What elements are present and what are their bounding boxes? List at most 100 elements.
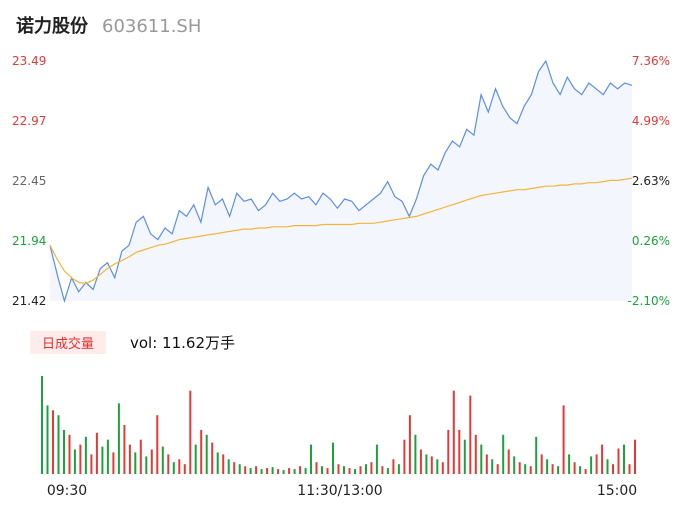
volume-bar (507, 449, 510, 474)
volume-bar (452, 390, 455, 474)
volume-bar (540, 454, 543, 474)
volume-bar (474, 434, 477, 474)
y-right-tick-label: 0.26% (632, 234, 670, 248)
stock-header: 诺力股份 603611.SH (16, 12, 201, 40)
volume-bar (496, 464, 499, 474)
stock-name: 诺力股份 (16, 16, 88, 37)
volume-bar (41, 376, 43, 474)
volume-bar (546, 459, 549, 474)
x-tick-label: 11:30/13:00 (297, 483, 382, 499)
stock-code: 603611.SH (102, 16, 202, 37)
y-left-tick-label: 21.42 (12, 294, 46, 308)
volume-bar (392, 459, 395, 474)
y-right-tick-label: 2.63% (632, 174, 670, 188)
volume-bar (557, 466, 560, 474)
volume-bar (150, 449, 153, 474)
volume-bar (156, 415, 159, 474)
volume-bar (601, 444, 604, 474)
volume-bar (233, 462, 236, 474)
volume-bar (68, 434, 71, 474)
volume-bar (211, 442, 214, 474)
volume-bar (189, 390, 192, 474)
average-line (49, 177, 633, 285)
volume-bar (282, 470, 285, 474)
volume-bar (419, 449, 422, 474)
volume-bar (271, 467, 274, 474)
volume-bar (172, 462, 175, 474)
volume-bar (502, 434, 505, 474)
volume-bar (266, 468, 269, 474)
volume-bar (458, 429, 461, 474)
volume-text: vol: 11.62万手 (130, 334, 235, 352)
volume-bar (463, 439, 466, 474)
volume-bar (101, 446, 104, 474)
volume-bar (277, 469, 280, 474)
volume-bar (205, 434, 208, 474)
volume-bar (573, 462, 576, 474)
volume-bar (227, 459, 230, 474)
volume-bar (315, 462, 318, 474)
volume-bar (90, 454, 93, 474)
volume-bar (332, 442, 334, 474)
volume-bar (321, 466, 323, 474)
volume-bar (408, 415, 411, 474)
volume-bar (359, 466, 362, 474)
volume-bar (634, 439, 636, 474)
volume-bar (386, 468, 389, 474)
volume-bar (112, 452, 115, 474)
volume-bar (595, 454, 598, 474)
y-left-tick-label: 22.45 (12, 174, 46, 188)
y-left-tick-label: 22.97 (12, 114, 46, 128)
volume-bar (606, 459, 609, 474)
volume-bar (238, 464, 241, 474)
y-right-tick-label: 4.99% (632, 114, 670, 128)
y-right-tick-label: -2.10% (628, 294, 670, 308)
volume-bar (73, 449, 76, 474)
volume-bar (535, 436, 538, 474)
volume-bar (623, 444, 625, 474)
volume-bar (57, 415, 60, 474)
volume-bar (436, 459, 439, 474)
volume-bar (354, 469, 356, 474)
volume-bar (293, 469, 296, 474)
volume-bar (326, 468, 329, 474)
y-left-tick-label: 23.49 (12, 54, 46, 68)
price-line (49, 59, 633, 304)
y-right-tick-label: 7.36% (632, 54, 670, 68)
volume-bar (249, 468, 252, 474)
volume-bar (310, 444, 312, 474)
volume-bar (183, 464, 186, 474)
volume-bar (518, 462, 521, 474)
volume-badge: 日成交量 (30, 331, 107, 354)
volume-bar (216, 452, 219, 474)
volume-bar (485, 454, 488, 474)
volume-bar (167, 454, 170, 474)
volume-bar (584, 469, 587, 474)
volume-bar (288, 468, 291, 474)
volume-bar (529, 466, 532, 474)
volume-bar (255, 466, 258, 474)
volume-bar (123, 425, 126, 474)
volume-bar (590, 456, 593, 474)
volume-bar (299, 466, 302, 474)
volume-bar (524, 464, 527, 474)
volume-bar (244, 466, 247, 474)
volume-bar (513, 456, 516, 474)
volume-bar (260, 469, 263, 474)
x-tick-label: 09:30 (47, 483, 87, 499)
volume-bar (194, 444, 197, 474)
volume-bar (381, 466, 384, 474)
volume-bar (161, 446, 164, 474)
volume-bar (441, 462, 444, 474)
volume-bar (447, 429, 450, 474)
volume-bar (612, 464, 614, 474)
volume-bar (628, 464, 631, 474)
volume-bar (491, 459, 494, 474)
volume-bar (343, 466, 345, 474)
volume-bar (222, 454, 225, 474)
volume-bar (128, 444, 131, 474)
price-area (50, 61, 632, 301)
volume-bar (178, 459, 181, 474)
volume-bar (139, 439, 142, 474)
volume-bar (63, 429, 65, 474)
